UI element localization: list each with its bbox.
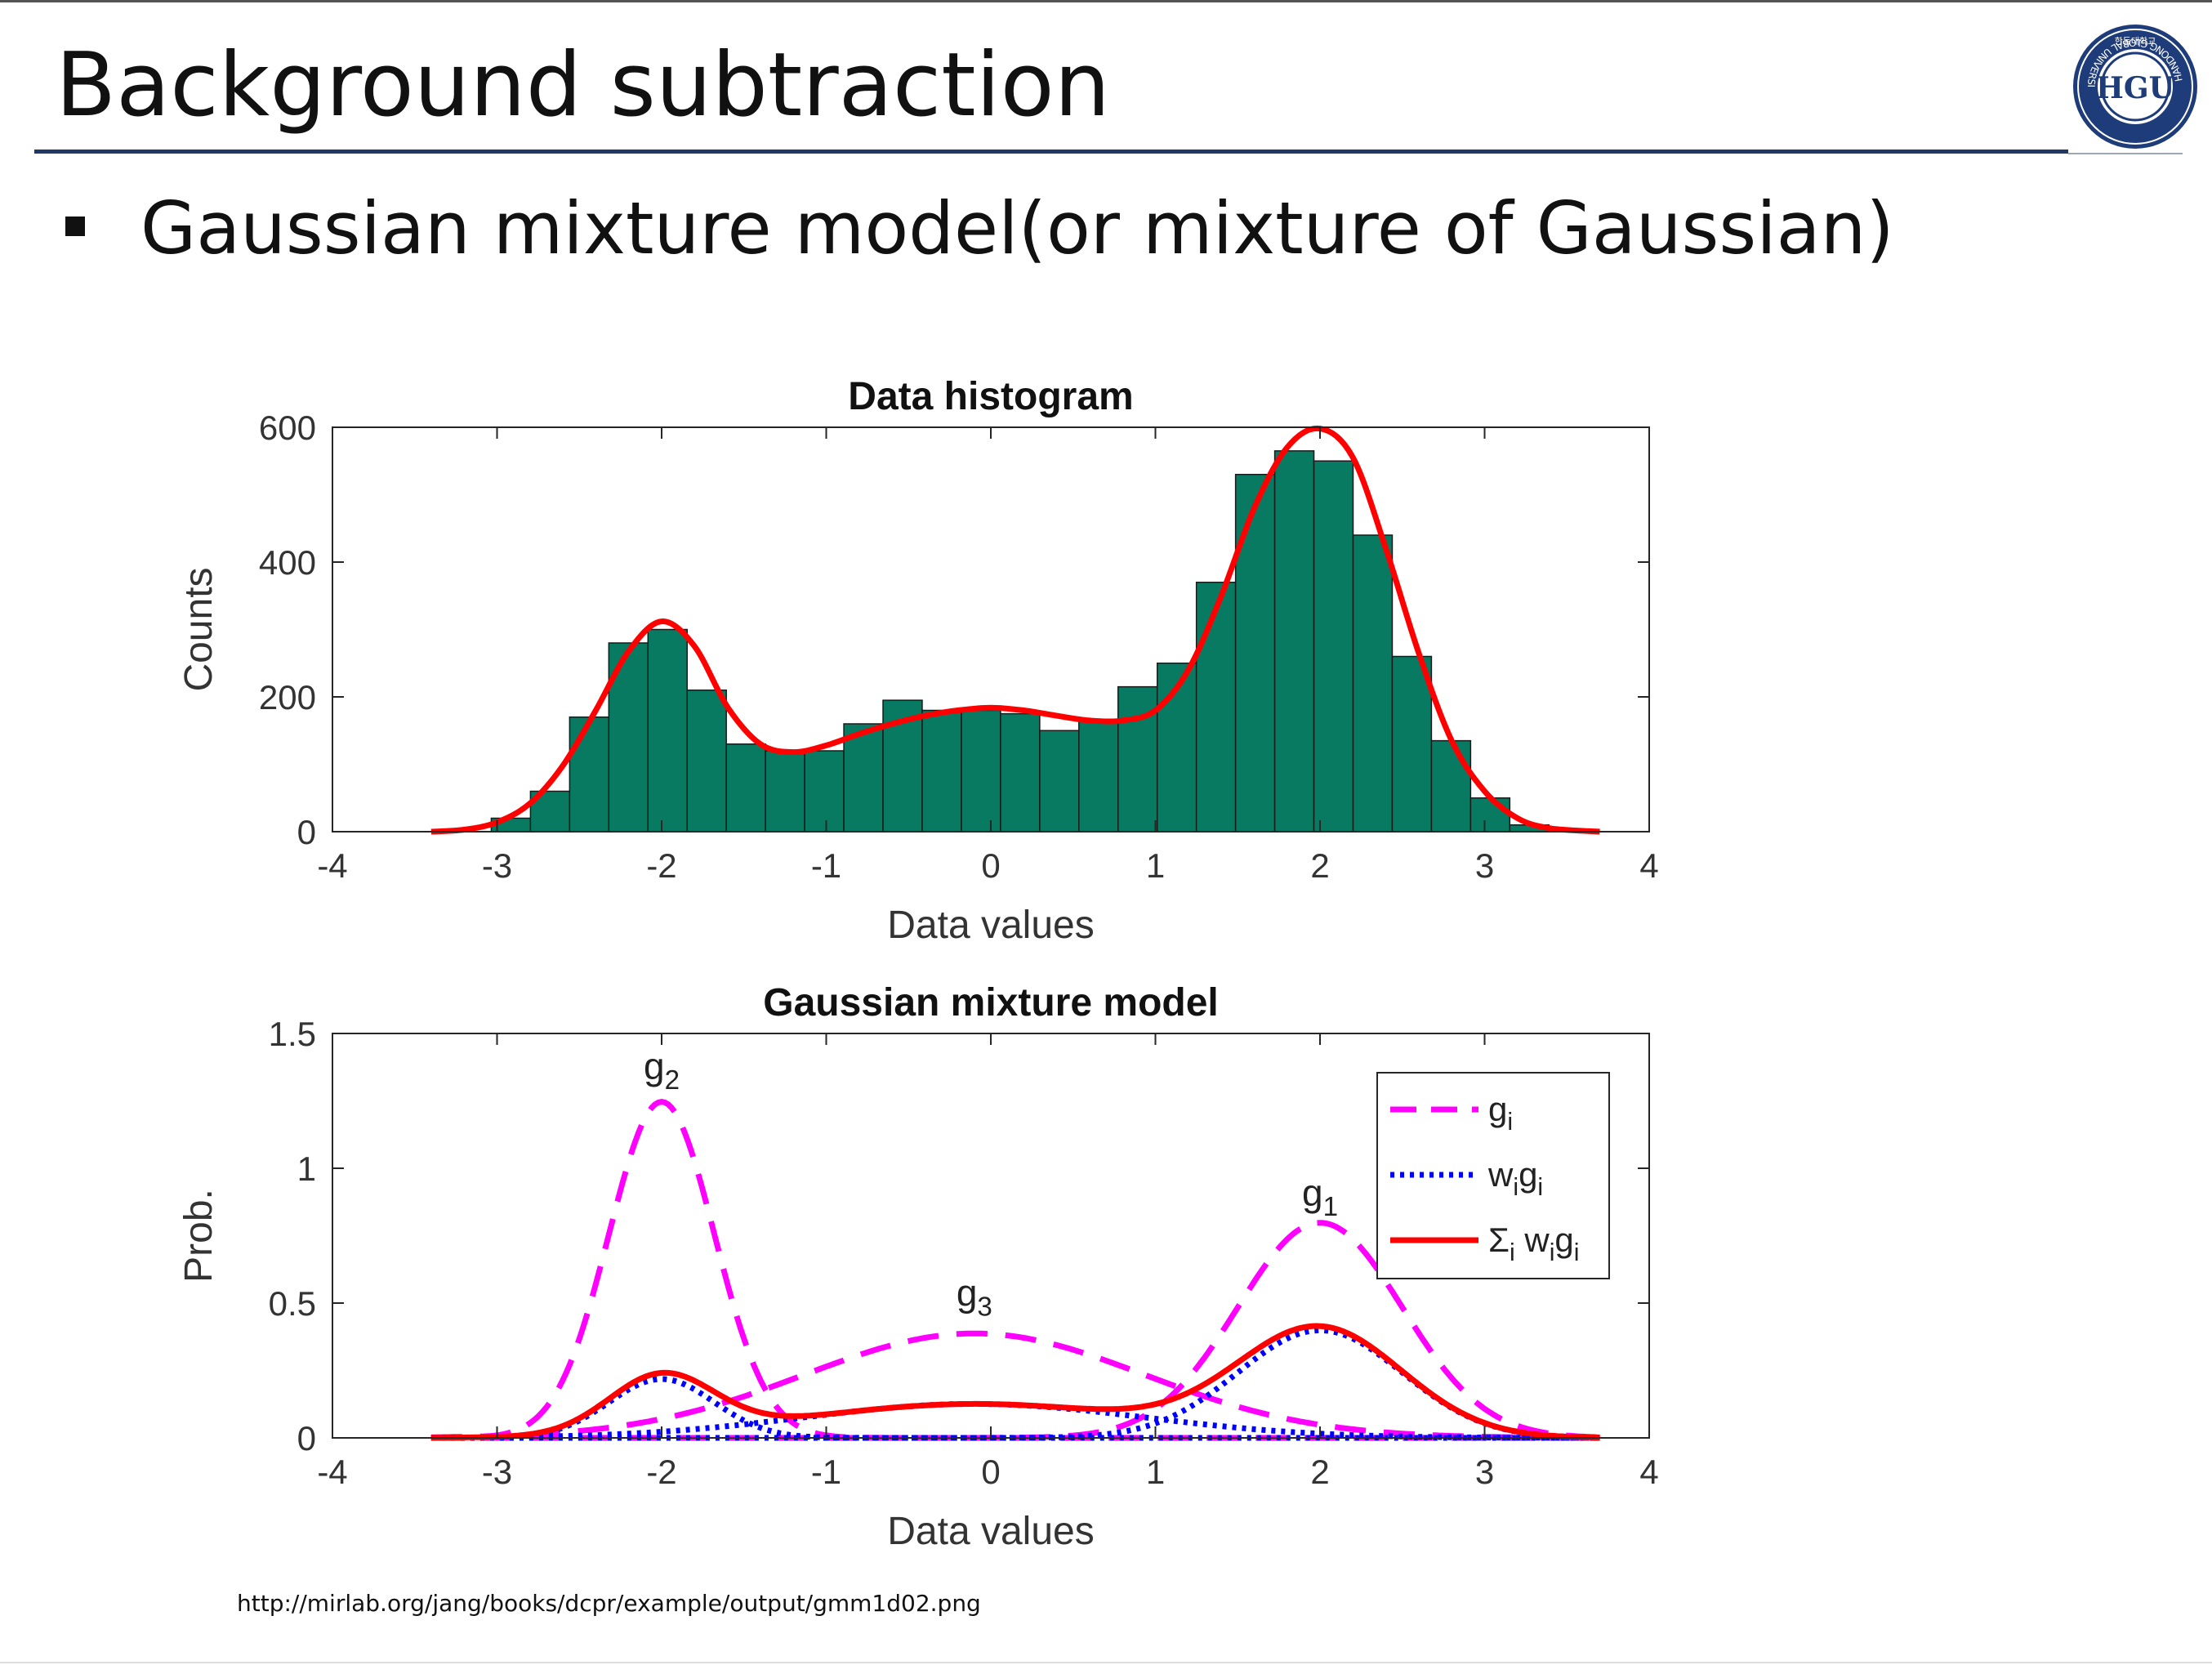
gmm-x-tick-label: 2 bbox=[1310, 1453, 1329, 1491]
histogram-bar bbox=[1039, 730, 1080, 832]
histogram-bar bbox=[1078, 720, 1119, 832]
histogram-bar bbox=[1391, 655, 1433, 832]
gmm-x-tick-label: 0 bbox=[981, 1453, 1000, 1491]
histogram-bar bbox=[1352, 534, 1394, 832]
gmm-y-tick-label: 1.5 bbox=[269, 1015, 316, 1053]
histogram-bar bbox=[804, 750, 845, 832]
gmm-y-tick-label: 0.5 bbox=[269, 1284, 316, 1323]
histogram-bar bbox=[1117, 685, 1158, 832]
histogram-fit-curve bbox=[430, 425, 1600, 835]
histogram-bar bbox=[1234, 474, 1276, 832]
histogram-bar bbox=[686, 690, 727, 832]
bullet-marker bbox=[65, 216, 85, 236]
histogram-bar bbox=[843, 723, 884, 832]
annotation-g3: g3 bbox=[957, 1271, 992, 1322]
hist-y-label: Counts bbox=[177, 567, 221, 691]
annotation-g1: g1 bbox=[1302, 1172, 1338, 1222]
histogram-bar bbox=[647, 628, 688, 832]
hist-x-tick-label: 2 bbox=[1310, 846, 1329, 885]
histogram-bar bbox=[1195, 582, 1237, 832]
gmm-y-tick-label: 1 bbox=[297, 1149, 316, 1188]
histogram-bar bbox=[961, 709, 1001, 832]
gmm-y-tick-label: 0 bbox=[297, 1419, 316, 1457]
hist-y-tick-label: 0 bbox=[297, 813, 316, 851]
hist-x-tick-label: 3 bbox=[1475, 846, 1494, 885]
title-underline-tail bbox=[2068, 153, 2183, 154]
histogram-bar bbox=[608, 642, 649, 832]
logo-center-text: HGU bbox=[2096, 71, 2174, 105]
legend-label-solid: Σi wigi bbox=[1488, 1221, 1579, 1266]
histogram-bar bbox=[569, 716, 610, 832]
title-underline bbox=[34, 150, 2068, 154]
histogram-bar bbox=[1469, 797, 1511, 832]
gmm-x-tick-label: 4 bbox=[1639, 1453, 1658, 1491]
hist-y-tick-label: 200 bbox=[259, 678, 316, 716]
histogram-bar bbox=[725, 743, 766, 832]
hist-x-tick-label: -2 bbox=[646, 846, 676, 885]
bottom-border bbox=[0, 1662, 2212, 1663]
hist-x-tick-label: -1 bbox=[811, 846, 841, 885]
gmm-x-tick-label: -3 bbox=[482, 1453, 512, 1491]
hist-x-label: Data values bbox=[887, 904, 1094, 947]
logo-top-text: 한동대학교 bbox=[2115, 36, 2156, 47]
histogram-bar bbox=[1313, 460, 1354, 832]
gmm-x-tick-label: 1 bbox=[1146, 1453, 1165, 1491]
gmm-x-tick-label: -4 bbox=[317, 1453, 347, 1491]
top-border bbox=[0, 0, 2212, 2]
histogram-bar bbox=[1273, 450, 1315, 832]
gmm-x-tick-label: -1 bbox=[811, 1453, 841, 1491]
histogram-bar bbox=[921, 709, 962, 832]
source-url[interactable]: http://mirlab.org/jang/books/dcpr/exampl… bbox=[237, 1590, 981, 1617]
mixture-sum-curve bbox=[430, 1323, 1600, 1441]
gaussian-g3-dashed bbox=[430, 1330, 1600, 1441]
gmm-title: Gaussian mixture model bbox=[763, 981, 1219, 1024]
hist-y-tick-label: 600 bbox=[259, 408, 316, 447]
legend-label-dotted: wigi bbox=[1487, 1155, 1543, 1201]
hist-title: Data histogram bbox=[848, 375, 1133, 418]
histogram-bar bbox=[1430, 739, 1472, 832]
histogram-bar bbox=[765, 750, 805, 832]
hist-x-tick-label: 0 bbox=[981, 846, 1000, 885]
histogram-bar bbox=[1000, 712, 1041, 832]
slide-title: Background subtraction bbox=[56, 34, 1111, 136]
legend-label-dashed: gi bbox=[1488, 1090, 1513, 1136]
university-seal-icon: HGU HANDONG GLOBAL UNIVERSITY 한동대학교 bbox=[2072, 23, 2197, 149]
hist-x-tick-label: 4 bbox=[1639, 846, 1658, 885]
hist-x-tick-label: -3 bbox=[482, 846, 512, 885]
gmm-x-label: Data values bbox=[887, 1510, 1094, 1553]
hist-y-tick-label: 400 bbox=[259, 543, 316, 582]
gmm-x-tick-label: -2 bbox=[646, 1453, 676, 1491]
gmm-y-label: Prob. bbox=[177, 1189, 221, 1283]
gmm-x-tick-label: 3 bbox=[1475, 1453, 1494, 1491]
annotation-g2: g2 bbox=[644, 1045, 680, 1096]
hist-x-tick-label: 1 bbox=[1146, 846, 1165, 885]
hist-x-tick-label: -4 bbox=[317, 846, 347, 885]
bullet-text: Gaussian mixture model(or mixture of Gau… bbox=[140, 186, 1894, 270]
